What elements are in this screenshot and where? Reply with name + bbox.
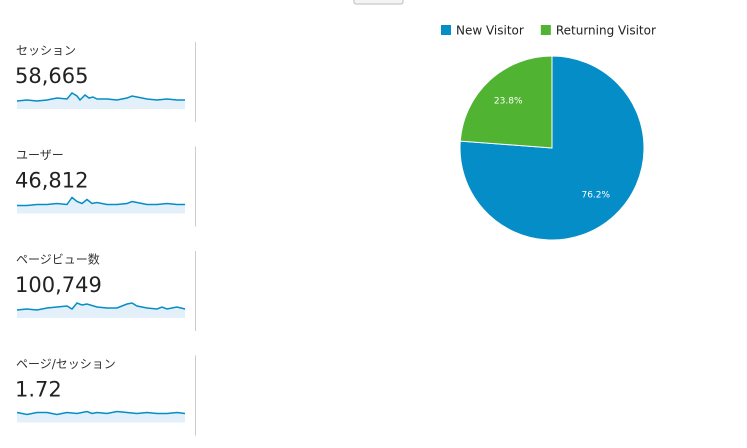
metrics-panel: セッション 58,665 ユーザー 46,812 ページビュー数 100,749 ページ/セ…: [15, 42, 196, 436]
legend-text: Returning Visitor: [556, 24, 656, 38]
sparkline: [16, 92, 185, 102]
sparkline-area: [17, 197, 185, 214]
metric-card: ユーザー 46,812: [15, 146, 196, 227]
metric-label: ページビュー数: [16, 252, 100, 267]
metric-value: 46,812: [15, 169, 88, 193]
metric-card: セッション 58,665: [15, 42, 196, 122]
metric-card: ページ/セッション 1.72: [15, 355, 196, 436]
metric-value: 58,665: [15, 64, 88, 88]
legend-text: New Visitor: [456, 24, 524, 38]
sparkline: [16, 302, 186, 311]
pie-slice: [459, 55, 645, 241]
legend-swatch: [441, 25, 451, 35]
pie-slice: [459, 55, 553, 149]
metric-card: ページビュー数 100,749: [15, 251, 196, 331]
metric-label: ユーザー: [16, 148, 64, 162]
metric-value: 100,749: [15, 273, 102, 297]
sparkline: [16, 410, 186, 416]
sparkline: [17, 196, 185, 207]
slice-label: 76.2%: [581, 191, 610, 201]
sparkline-area: [17, 303, 185, 318]
metric-label: セッション: [16, 44, 76, 58]
legend-swatch: [540, 25, 551, 35]
slice-label: 23.8%: [494, 96, 523, 106]
pie-chart: 76.2% 23.8% New Visitor Returning Visitor: [441, 24, 656, 241]
sparkline-area: [17, 93, 185, 109]
metric-label: ページ/セッション: [16, 357, 116, 371]
button[interactable]: [353, 0, 404, 5]
metric-value: 1.72: [15, 378, 62, 402]
